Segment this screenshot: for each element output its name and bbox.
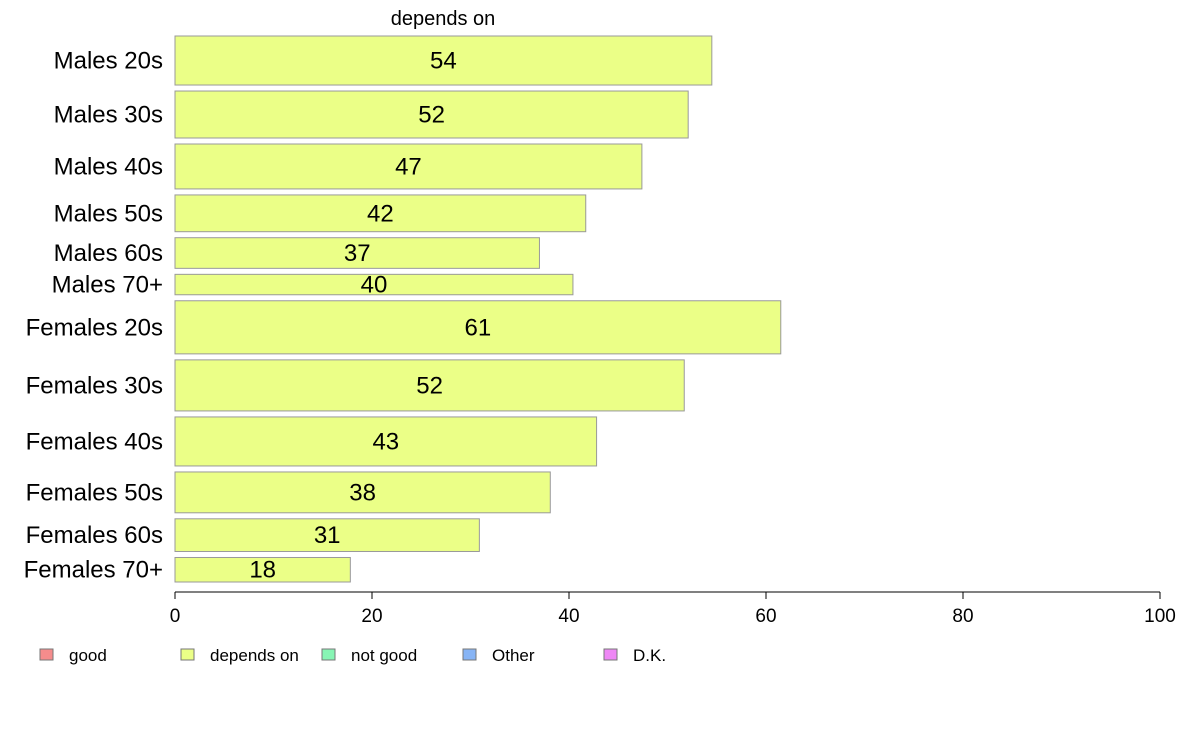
data-label: 31 — [314, 522, 341, 549]
category-label: Females 40s — [26, 428, 163, 455]
legend-label: not good — [351, 646, 417, 665]
data-label: 42 — [367, 200, 394, 227]
category-label: Males 50s — [54, 200, 163, 227]
x-tick-label: 60 — [755, 606, 776, 627]
data-label: 61 — [465, 314, 492, 341]
bars-group: Males 20s 54 Males 30s 52 Males 40s 47 Males 5… — [24, 35, 782, 584]
bar — [174, 300, 782, 355]
bar — [174, 518, 480, 552]
bar — [174, 556, 351, 583]
legend-label: depends on — [210, 646, 299, 665]
data-label: 52 — [416, 372, 443, 399]
bar — [174, 471, 551, 514]
category-label: Males 60s — [54, 240, 163, 267]
data-label: 54 — [430, 48, 457, 75]
bar — [174, 359, 685, 412]
bar — [174, 416, 598, 467]
legend-swatch — [603, 648, 618, 661]
x-tick-label: 80 — [952, 606, 973, 627]
category-label: Males 70+ — [52, 272, 163, 299]
data-label: 37 — [344, 240, 371, 267]
legend-swatch — [462, 648, 477, 661]
category-label: Females 30s — [26, 372, 163, 399]
data-label: 47 — [395, 153, 422, 180]
x-tick-label: 0 — [170, 606, 181, 627]
category-label: Males 30s — [54, 102, 163, 129]
data-label: 40 — [361, 272, 388, 299]
legend-label: Other — [492, 646, 535, 665]
legend-label: D.K. — [633, 646, 666, 665]
bar — [174, 90, 689, 139]
bar — [174, 273, 574, 296]
category-label: Males 40s — [54, 153, 163, 180]
data-label: 52 — [418, 102, 445, 129]
chart-title: depends on — [391, 8, 496, 30]
data-label: 38 — [349, 479, 376, 506]
x-tick-label: 40 — [558, 606, 579, 627]
category-label: Females 50s — [26, 479, 163, 506]
category-label: Females 60s — [26, 522, 163, 549]
data-label: 18 — [249, 557, 276, 584]
legend-swatch — [180, 648, 195, 661]
legend: good depends on not good Other D.K. — [39, 646, 666, 665]
bar — [174, 143, 643, 190]
legend-swatch — [321, 648, 336, 661]
x-tick-label: 20 — [361, 606, 382, 627]
category-label: Males 20s — [54, 48, 163, 75]
bar — [174, 194, 587, 233]
legend-swatch — [39, 648, 54, 661]
x-axis: 0 20 40 60 80 100 — [170, 591, 1176, 627]
bar — [174, 35, 713, 86]
legend-label: good — [69, 646, 107, 665]
bar — [174, 237, 540, 269]
x-tick-label: 100 — [1144, 606, 1176, 627]
category-label: Females 20s — [26, 314, 163, 341]
category-label: Females 70+ — [24, 557, 163, 584]
data-label: 43 — [372, 428, 399, 455]
